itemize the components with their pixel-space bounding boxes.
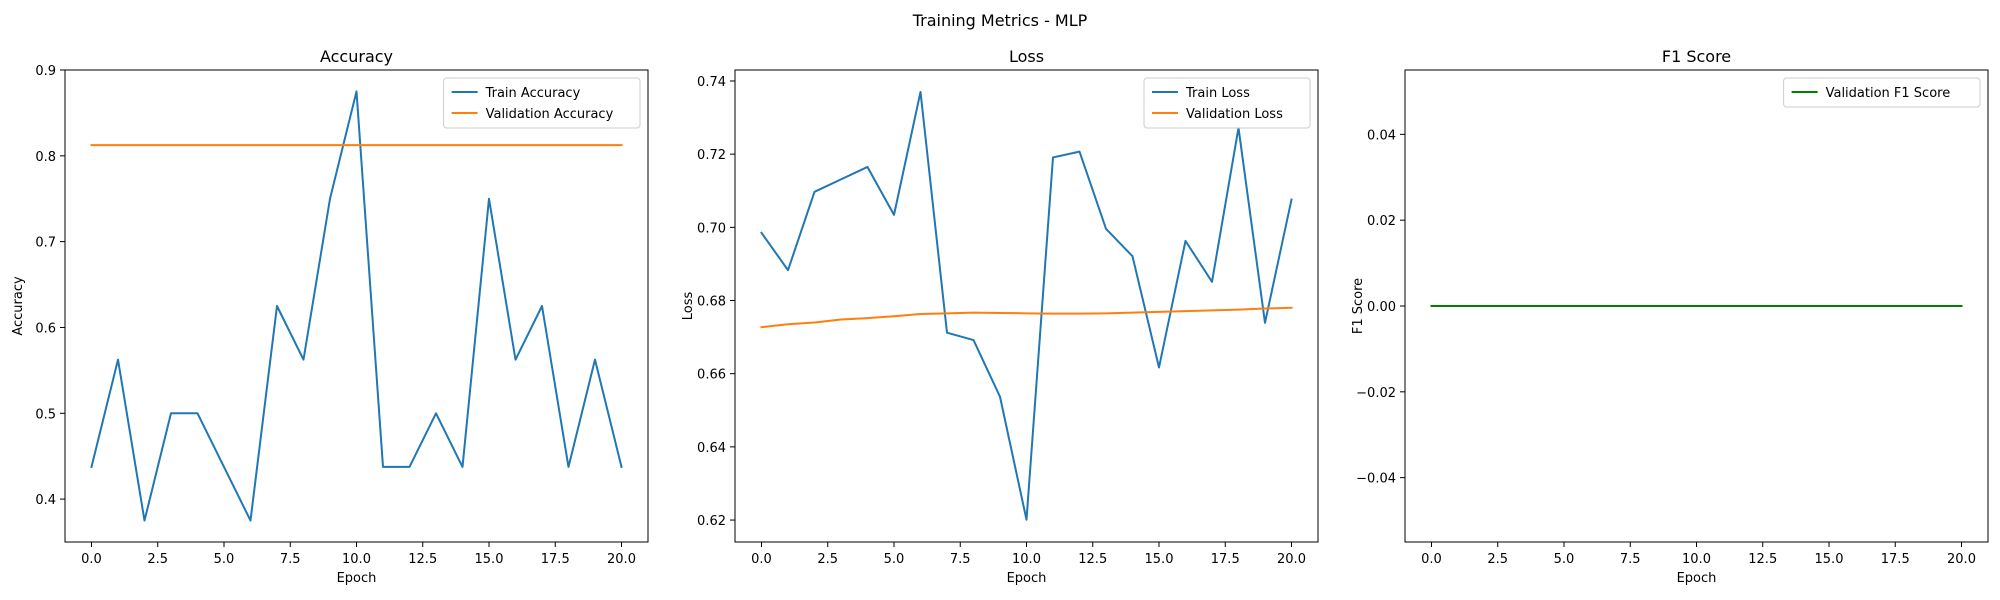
legend-box bbox=[443, 77, 641, 129]
legend-label-2: Validation Accuracy bbox=[486, 107, 614, 122]
chart-panel-3: 0.0 2.5 5.0 7.5 10.0 12.5 15.0 17.5 20.0 −0.04 −0.… bbox=[1351, 47, 1989, 586]
x-tick-label: 5.0 bbox=[214, 552, 235, 567]
chart-panel-1: 0.0 2.5 5.0 7.5 10.0 12.5 15.0 17.5 20.0 0.4 0.5 0.… bbox=[11, 47, 649, 586]
x-tick-label: 15.0 bbox=[1815, 552, 1844, 567]
x-tick-label: 12.5 bbox=[1078, 552, 1107, 567]
y-tick-label: 0.6 bbox=[35, 321, 56, 336]
series-line-1 bbox=[90, 90, 623, 522]
y-tick-label: 0.70 bbox=[697, 221, 726, 236]
x-tick-label: 10.0 bbox=[342, 552, 371, 567]
y-axis-label: F1 Score bbox=[1351, 278, 1366, 334]
y-tick-label: 0.9 bbox=[35, 64, 56, 79]
y-tick-label: 0.00 bbox=[1367, 300, 1396, 315]
legend-label-1: Train Loss bbox=[1185, 86, 1250, 101]
x-tick-label: 20.0 bbox=[607, 552, 636, 567]
x-tick-label: 10.0 bbox=[1682, 552, 1711, 567]
y-tick-label: 0.04 bbox=[1367, 128, 1396, 143]
x-tick-label: 15.0 bbox=[475, 552, 504, 567]
y-axis-label: Loss bbox=[681, 292, 696, 321]
x-tick-label: 12.5 bbox=[1748, 552, 1777, 567]
y-tick-label: 0.02 bbox=[1367, 214, 1396, 229]
legend-label-1: Train Accuracy bbox=[485, 86, 581, 101]
x-tick-label: 15.0 bbox=[1145, 552, 1174, 567]
x-tick-label: 2.5 bbox=[147, 552, 168, 567]
chart-title: Accuracy bbox=[320, 47, 393, 66]
x-axis-label: Epoch bbox=[337, 571, 377, 586]
series-line-2 bbox=[760, 306, 1293, 329]
axes-frame bbox=[64, 69, 649, 543]
y-tick-label: −0.04 bbox=[1356, 472, 1396, 487]
x-tick-label: 2.5 bbox=[817, 552, 838, 567]
y-tick-label: 0.66 bbox=[697, 368, 726, 383]
x-tick-label: 12.5 bbox=[408, 552, 437, 567]
y-tick-label: 0.8 bbox=[35, 150, 56, 165]
axes-frame bbox=[734, 69, 1319, 543]
y-tick-label: 0.5 bbox=[35, 407, 56, 422]
y-tick-label: 0.68 bbox=[697, 295, 726, 310]
y-tick-label: 0.72 bbox=[697, 148, 726, 163]
y-axis-label: Accuracy bbox=[11, 276, 26, 336]
y-tick-label: 0.74 bbox=[697, 75, 726, 90]
x-tick-label: 5.0 bbox=[884, 552, 905, 567]
x-axis-label: Epoch bbox=[1007, 571, 1047, 586]
x-tick-label: 7.5 bbox=[950, 552, 971, 567]
series-line-1 bbox=[760, 90, 1293, 521]
x-tick-label: 20.0 bbox=[1947, 552, 1976, 567]
y-tick-label: −0.02 bbox=[1356, 386, 1396, 401]
y-tick-label: 0.4 bbox=[35, 493, 56, 508]
x-tick-label: 17.5 bbox=[541, 552, 570, 567]
y-tick-label: 0.64 bbox=[697, 441, 726, 456]
chart-title: Loss bbox=[1009, 47, 1044, 66]
chart-title: F1 Score bbox=[1662, 47, 1731, 66]
x-tick-label: 17.5 bbox=[1211, 552, 1240, 567]
chart-panel-2: 0.0 2.5 5.0 7.5 10.0 12.5 15.0 17.5 20.0 0.62 0.64… bbox=[681, 47, 1319, 586]
legend-box bbox=[1783, 77, 1981, 108]
x-tick-label: 2.5 bbox=[1487, 552, 1508, 567]
legend: Train Accuracy Validation Accuracy bbox=[443, 77, 641, 129]
legend: Validation F1 Score bbox=[1783, 77, 1981, 108]
x-tick-label: 5.0 bbox=[1554, 552, 1575, 567]
x-tick-label: 0.0 bbox=[751, 552, 772, 567]
charts-group: 0.0 2.5 5.0 7.5 10.0 12.5 15.0 17.5 20.0 0.4 0.5 0.… bbox=[11, 47, 1989, 586]
x-tick-label: 7.5 bbox=[280, 552, 301, 567]
x-tick-label: 10.0 bbox=[1012, 552, 1041, 567]
legend: Train Loss Validation Loss bbox=[1143, 77, 1311, 129]
x-tick-label: 0.0 bbox=[81, 552, 102, 567]
y-tick-label: 0.62 bbox=[697, 514, 726, 529]
x-tick-label: 20.0 bbox=[1277, 552, 1306, 567]
x-axis-label: Epoch bbox=[1677, 571, 1717, 586]
y-tick-label: 0.7 bbox=[35, 236, 56, 251]
legend-label-2: Validation Loss bbox=[1186, 107, 1283, 122]
x-tick-label: 7.5 bbox=[1620, 552, 1641, 567]
legend-label-1: Validation F1 Score bbox=[1826, 86, 1951, 101]
x-tick-label: 0.0 bbox=[1421, 552, 1442, 567]
figure-suptitle: Training Metrics - MLP bbox=[912, 11, 1088, 30]
legend-box bbox=[1143, 77, 1311, 129]
x-tick-label: 17.5 bbox=[1881, 552, 1910, 567]
